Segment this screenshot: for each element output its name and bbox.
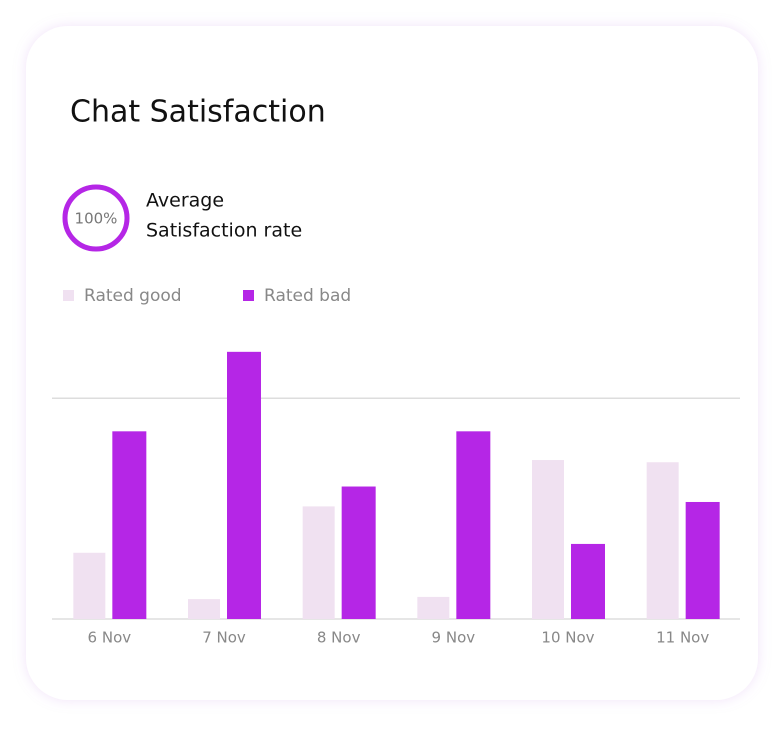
bar bbox=[417, 596, 450, 619]
bar bbox=[571, 543, 605, 619]
x-tick-label: 11 Nov bbox=[656, 629, 709, 647]
x-tick-label: 10 Nov bbox=[541, 629, 594, 647]
x-tick-label: 8 Nov bbox=[317, 629, 361, 647]
bar bbox=[341, 486, 376, 619]
bar bbox=[685, 501, 720, 619]
bar bbox=[302, 506, 335, 619]
bar bbox=[227, 351, 261, 619]
x-tick-label: 6 Nov bbox=[88, 629, 132, 647]
bar bbox=[646, 462, 679, 619]
card-title: Chat Satisfaction bbox=[70, 95, 326, 130]
legend-label: Rated good bbox=[84, 286, 182, 306]
bar bbox=[456, 431, 491, 619]
rate-label: Average bbox=[146, 190, 224, 212]
x-tick-label: 9 Nov bbox=[432, 629, 476, 647]
bar bbox=[532, 460, 564, 619]
legend-swatch bbox=[63, 290, 74, 301]
rate-ring bbox=[62, 184, 130, 252]
bar bbox=[112, 431, 147, 619]
legend-swatch bbox=[243, 290, 254, 301]
bar bbox=[188, 599, 220, 619]
legend-label: Rated bad bbox=[264, 286, 351, 306]
rate-value: 100% bbox=[75, 210, 118, 228]
bar bbox=[73, 552, 106, 619]
rate-label: Satisfaction rate bbox=[146, 220, 302, 242]
x-tick-label: 7 Nov bbox=[202, 629, 246, 647]
card bbox=[26, 26, 758, 700]
